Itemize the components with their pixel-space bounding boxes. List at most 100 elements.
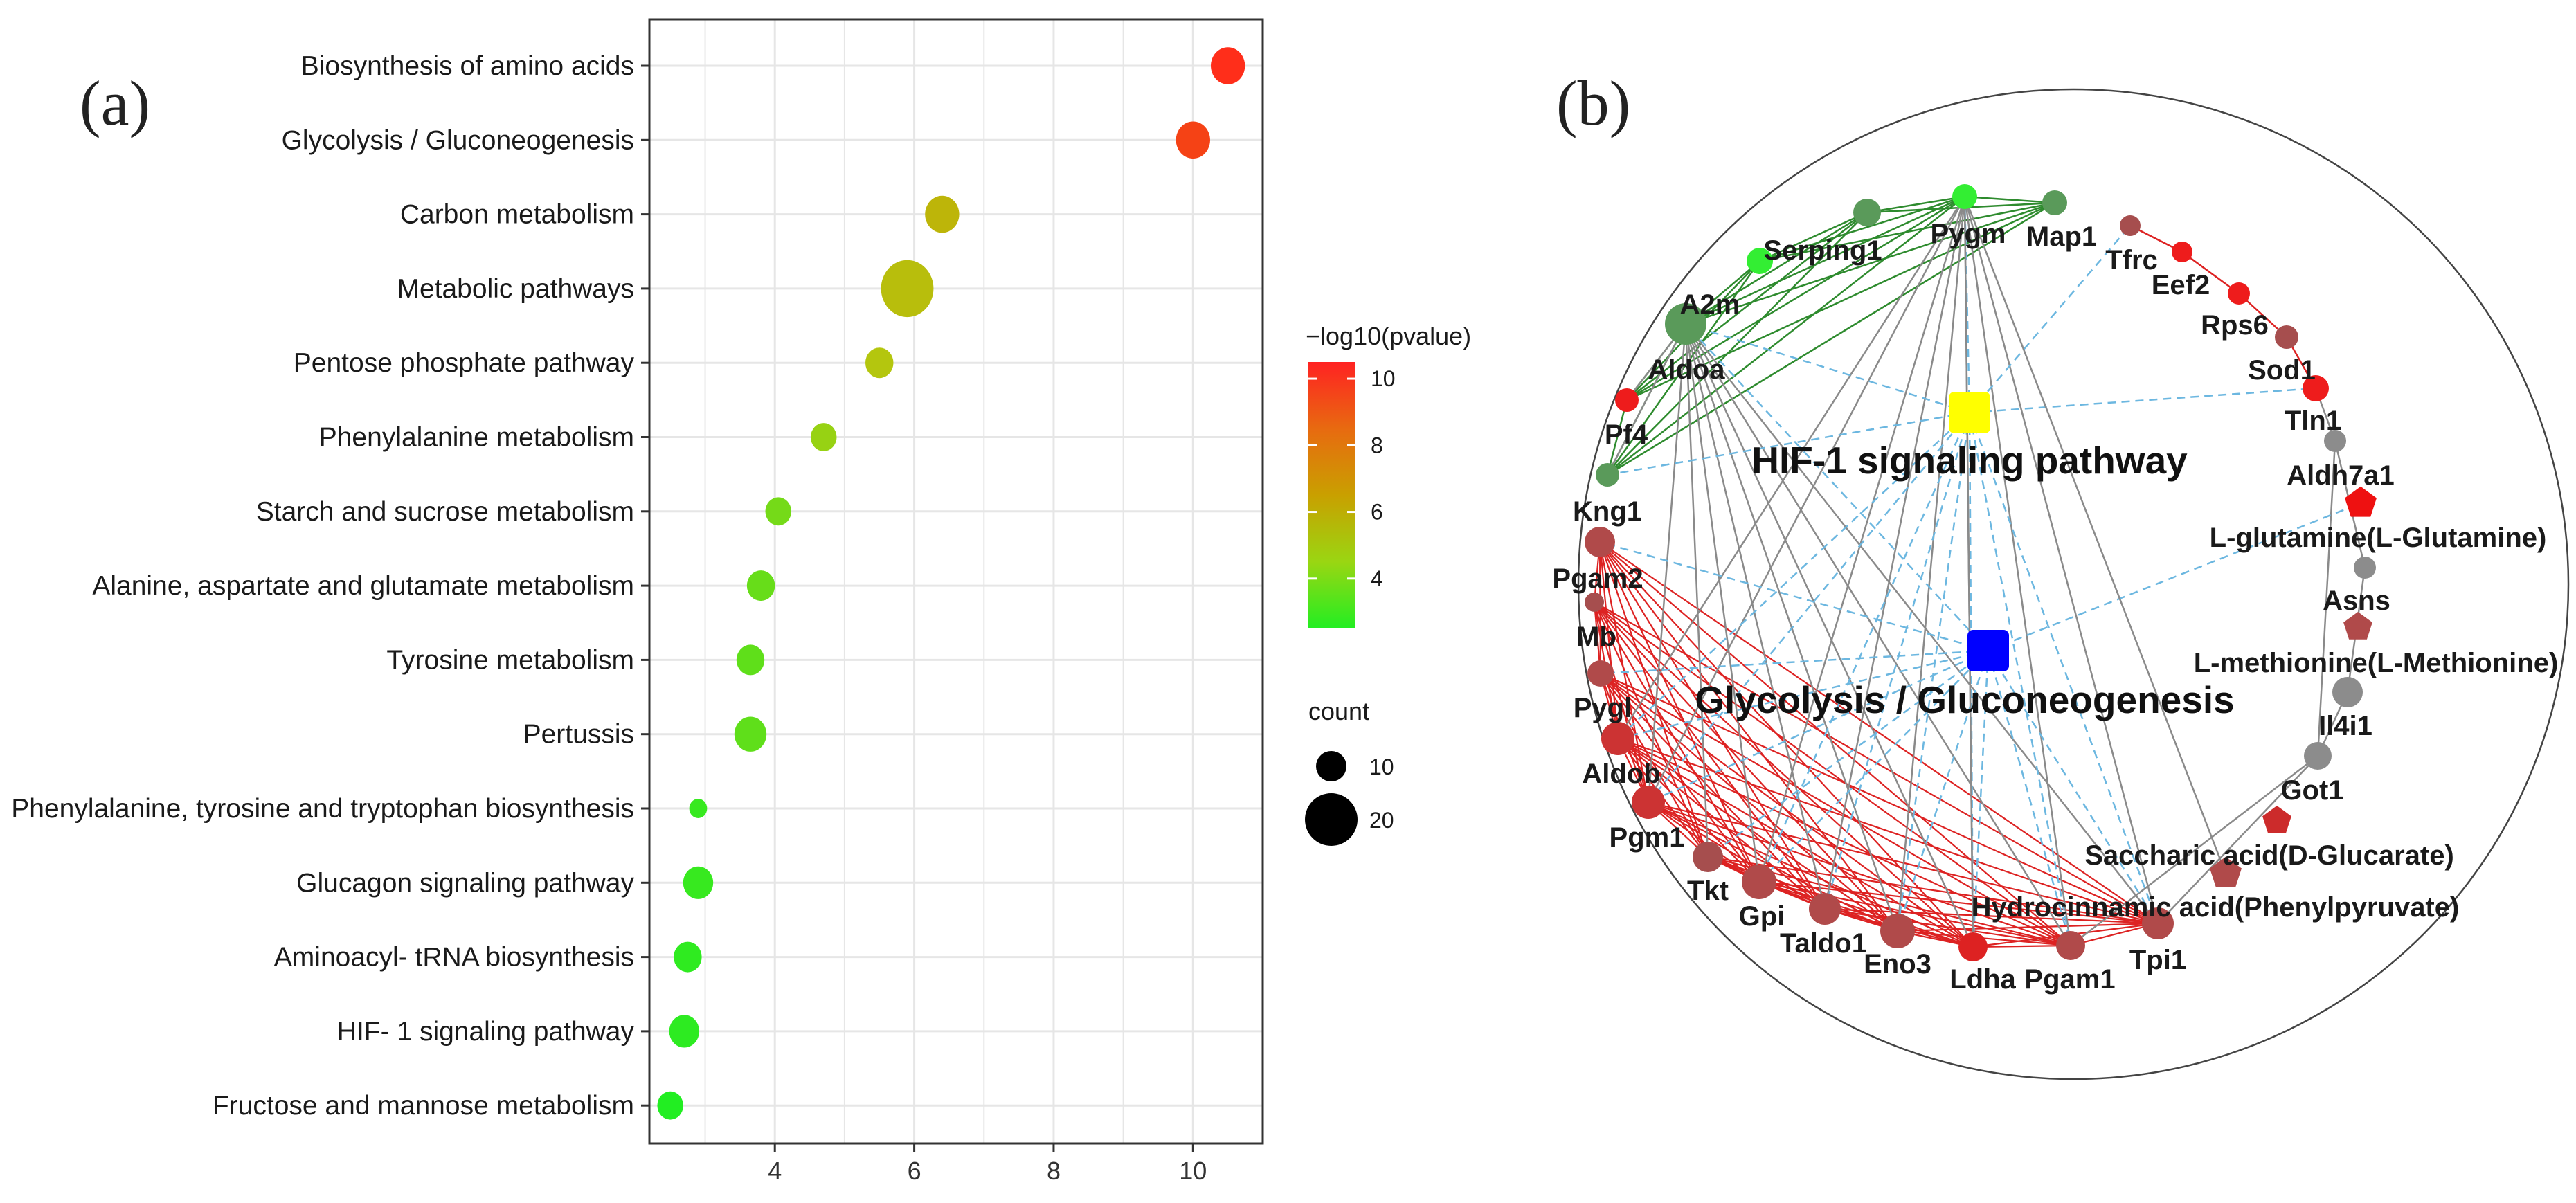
hub-edge xyxy=(1607,411,1970,476)
hub-edge xyxy=(1968,412,2159,924)
hub-edge xyxy=(1987,650,2159,924)
network-edge xyxy=(1866,195,1965,214)
plot-frame xyxy=(648,18,1264,1145)
network-node xyxy=(1853,199,1881,226)
network-edge xyxy=(1594,602,1974,948)
network-edge xyxy=(1598,541,1709,858)
network-edge xyxy=(1599,541,2159,924)
category-label: Pentose phosphate pathway xyxy=(294,348,635,378)
network-node xyxy=(2354,557,2376,579)
network-edge xyxy=(1963,196,2159,924)
network-edge xyxy=(1626,212,1868,401)
node-label: Pgam1 xyxy=(2024,964,2115,995)
x-tick-label: 10 xyxy=(1179,1157,1207,1185)
network-edge xyxy=(1648,801,2071,947)
node-label: Got1 xyxy=(2280,775,2343,806)
network-node xyxy=(1952,184,1977,209)
hub-label: HIF-1 signaling pathway xyxy=(1751,439,2188,482)
network-edge xyxy=(1648,801,1974,948)
network-edge xyxy=(1685,195,1965,325)
network-edge xyxy=(1685,211,1868,325)
network-edge xyxy=(1594,602,1826,910)
hub-edge xyxy=(1600,649,1989,675)
network-edge xyxy=(1759,201,2055,262)
node-label: Aldh7a1 xyxy=(2287,460,2395,491)
network-hubs: HIF-1 signaling pathway Glycolysis / Gluc… xyxy=(1695,392,2235,721)
network-node xyxy=(2210,856,2242,887)
node-label: Serping1 xyxy=(1763,235,1882,266)
category-label: Glycolysis / Gluconeogenesis xyxy=(282,125,634,155)
category-label: Alanine, aspartate and glutamate metabol… xyxy=(92,571,634,601)
category-label: Fructose and mannose metabolism xyxy=(213,1091,634,1121)
category-label: Pertussis xyxy=(523,720,634,750)
network-node xyxy=(2343,612,2372,640)
network-nodes xyxy=(1585,184,2377,961)
x-tick-label: 4 xyxy=(768,1157,782,1185)
network-ring xyxy=(1577,88,2570,1080)
network-node xyxy=(1585,593,1604,612)
category-label: Biosynthesis of amino acids xyxy=(301,51,634,81)
network-edge xyxy=(1599,541,1760,883)
category-label: Glucagon signaling pathway xyxy=(296,868,634,898)
bubble-chart: Biosynthesis of amino acids Glycolysis / … xyxy=(11,18,1471,1185)
network-edge xyxy=(1972,944,2071,948)
node-label: Sod1 xyxy=(2248,355,2316,386)
network-node xyxy=(2303,375,2329,401)
node-label: Eef2 xyxy=(2152,270,2210,300)
network-node xyxy=(1880,914,1915,948)
hub-edge xyxy=(1968,412,2072,946)
network-node xyxy=(1665,303,1706,345)
bubble-point xyxy=(1176,121,1210,159)
color-legend-title: −log10(pvalue) xyxy=(1306,322,1471,350)
x-tick-label: 8 xyxy=(1047,1157,1061,1185)
network-edge xyxy=(1684,323,1974,948)
hub-edge xyxy=(1599,541,1989,652)
hub-edge xyxy=(1758,650,1989,883)
bubble-point xyxy=(865,347,894,379)
network-edge xyxy=(1606,260,1761,476)
node-label: Ldha xyxy=(1949,964,2016,995)
network-edge xyxy=(1626,201,2055,401)
network-edge xyxy=(1594,602,1898,932)
bubble-point xyxy=(674,941,702,973)
size-legend-title: count xyxy=(1308,697,1369,725)
network-edge xyxy=(1707,856,2159,925)
bubble-point xyxy=(734,716,767,752)
network-edge xyxy=(1963,196,2227,874)
network-edge xyxy=(1616,196,1966,739)
node-label: Pf4 xyxy=(1605,419,1648,450)
size-legend-label: 10 xyxy=(1369,754,1394,779)
bubble-point xyxy=(765,497,792,526)
colorbar-tick-label: 8 xyxy=(1371,433,1383,458)
bubble-point xyxy=(683,866,714,899)
network-edge xyxy=(1606,323,1687,476)
network-edge xyxy=(1617,737,2159,925)
network-edge xyxy=(2181,251,2240,295)
network-edge xyxy=(1593,602,1709,858)
bubble-point xyxy=(881,260,934,318)
bubble-point xyxy=(1211,47,1245,84)
network-edge xyxy=(1684,323,1826,910)
node-label: Tpi1 xyxy=(2129,945,2186,975)
network-node xyxy=(2228,282,2250,305)
hub-edge xyxy=(1987,650,2072,946)
category-label: Metabolic pathways xyxy=(397,274,634,304)
network-edge xyxy=(1684,323,2072,946)
network-edge xyxy=(1599,541,1898,932)
category-label: Carbon metabolism xyxy=(400,200,634,230)
x-axis-ticks: 4 6 8 10 xyxy=(768,1143,1207,1185)
node-label: Map1 xyxy=(2026,221,2097,252)
hub-edge xyxy=(1988,502,2361,652)
node-label: Gpi xyxy=(1739,901,1785,932)
node-label: Aldob xyxy=(1582,759,1660,789)
network-node xyxy=(2120,215,2141,236)
network-edge xyxy=(1600,673,2071,946)
network-edge xyxy=(1685,201,2055,325)
hub-edge xyxy=(1823,412,1971,910)
network-node xyxy=(1615,388,1639,412)
panel-label-a: (a) xyxy=(80,68,150,138)
network-edge xyxy=(1684,323,1760,883)
node-label: L-glutamine(L-Glutamine) xyxy=(2210,523,2547,553)
network-node xyxy=(2262,806,2291,833)
network-edges xyxy=(1593,195,2366,948)
